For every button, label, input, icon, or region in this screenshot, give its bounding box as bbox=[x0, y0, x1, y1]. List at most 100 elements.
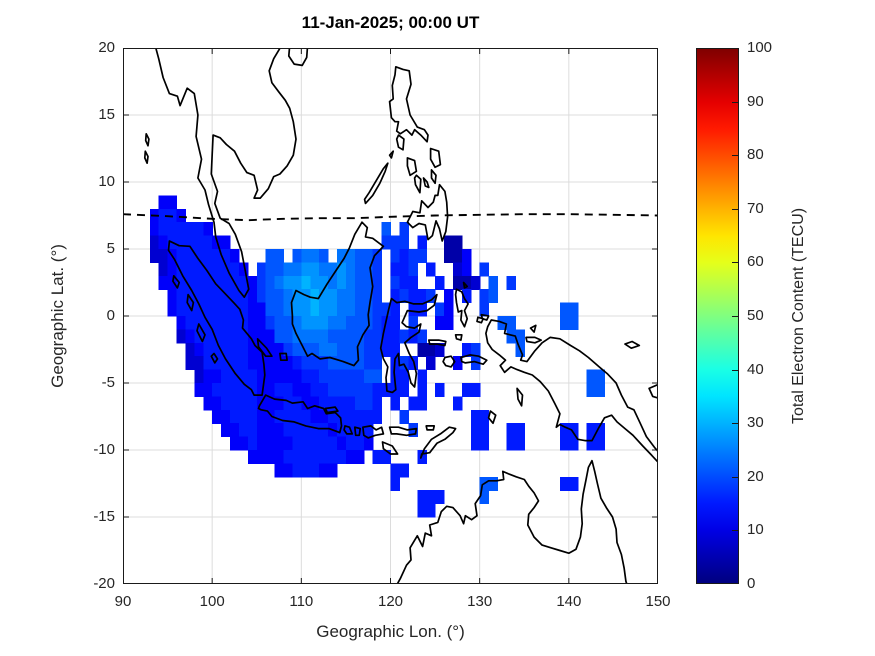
tec-cell bbox=[310, 316, 320, 330]
coastline-buru bbox=[442, 355, 456, 368]
tec-cell bbox=[194, 302, 204, 317]
tec-cell bbox=[595, 423, 606, 438]
tec-cell bbox=[310, 396, 320, 411]
x-tick-label: 120 bbox=[377, 593, 404, 610]
coastline-misool bbox=[476, 316, 485, 324]
tec-cell bbox=[283, 302, 294, 317]
y-tick-label: 5 bbox=[106, 240, 115, 257]
tec-cell bbox=[568, 423, 579, 438]
colorbar-tick-label: 70 bbox=[747, 199, 764, 217]
tec-cell bbox=[328, 450, 338, 464]
tec-cell bbox=[345, 450, 356, 464]
tec-cell bbox=[167, 195, 178, 210]
tec-cell bbox=[283, 423, 294, 438]
colorbar-tick-mark bbox=[732, 423, 738, 425]
coastline-alor-wetar bbox=[425, 425, 436, 431]
tec-cell bbox=[212, 383, 222, 397]
tec-cell bbox=[274, 275, 285, 290]
tec-cell bbox=[292, 262, 302, 277]
tec-cell bbox=[488, 275, 499, 290]
tec-cell bbox=[292, 275, 302, 290]
tec-cell bbox=[399, 249, 409, 263]
x-tick-label: 130 bbox=[467, 593, 493, 610]
tec-cell bbox=[176, 329, 187, 344]
tec-cell bbox=[238, 342, 249, 357]
tec-cell bbox=[194, 342, 204, 357]
axes-box bbox=[123, 48, 658, 584]
tec-cell bbox=[337, 423, 347, 438]
tec-cell bbox=[417, 396, 427, 411]
tec-cell bbox=[247, 275, 258, 290]
tec-cell bbox=[408, 289, 418, 304]
tec-cell bbox=[479, 409, 490, 424]
tec-cell bbox=[319, 383, 329, 397]
coastline-samar bbox=[429, 147, 442, 169]
tec-cell bbox=[167, 262, 178, 277]
tec-cell bbox=[345, 249, 356, 263]
coastline-new-britain-west bbox=[648, 383, 658, 399]
tec-cell bbox=[194, 222, 204, 237]
tec-cell bbox=[247, 369, 258, 384]
tec-cell bbox=[372, 329, 383, 344]
tec-cell bbox=[310, 342, 320, 357]
tec-cell bbox=[408, 275, 418, 290]
tec-cell bbox=[194, 275, 204, 290]
colorbar-tick-label: 40 bbox=[747, 360, 764, 378]
tec-cell bbox=[203, 289, 213, 304]
tec-cell bbox=[426, 490, 436, 505]
tec-cell bbox=[176, 302, 187, 317]
tec-cell bbox=[238, 409, 249, 424]
tec-cell bbox=[230, 262, 240, 277]
tec-cell bbox=[238, 302, 249, 317]
tec-cell bbox=[435, 316, 445, 330]
tec-cell bbox=[292, 409, 302, 424]
tec-cell bbox=[506, 423, 516, 438]
tec-cell bbox=[568, 436, 579, 451]
tec-cell bbox=[238, 356, 249, 371]
colorbar-tick-label: 50 bbox=[747, 307, 764, 324]
coastline-sumba bbox=[381, 441, 399, 455]
tec-cell bbox=[595, 383, 606, 397]
tec-cell bbox=[212, 316, 222, 330]
tec-cell bbox=[176, 235, 187, 250]
tec-cell bbox=[283, 316, 294, 330]
tec-cell bbox=[167, 275, 178, 290]
tec-cell bbox=[559, 302, 570, 317]
tec-cell bbox=[372, 369, 383, 384]
tec-cell bbox=[372, 342, 383, 357]
tec-cell bbox=[265, 275, 276, 290]
coastline-timor bbox=[419, 426, 457, 459]
tec-cell bbox=[470, 409, 481, 424]
tec-cell bbox=[390, 316, 401, 330]
tec-cell bbox=[337, 450, 347, 464]
tec-cell bbox=[292, 302, 302, 317]
tec-cell bbox=[283, 356, 294, 371]
coastline-bali bbox=[343, 425, 354, 435]
tec-cell bbox=[301, 409, 311, 424]
tec-cell bbox=[381, 302, 392, 317]
tec-cell bbox=[283, 275, 294, 290]
tec-cell bbox=[417, 503, 427, 518]
coastline-andaman-north bbox=[144, 132, 150, 147]
tec-cell bbox=[381, 450, 392, 464]
tec-cell bbox=[203, 249, 213, 263]
tec-cell bbox=[185, 342, 195, 357]
colorbar-tick-label: 80 bbox=[747, 146, 764, 164]
tec-cell bbox=[185, 356, 195, 371]
tec-cell bbox=[238, 383, 249, 397]
tec-cell bbox=[149, 222, 160, 237]
tec-cell bbox=[194, 249, 204, 263]
tec-cell bbox=[568, 302, 579, 317]
tec-cell bbox=[417, 490, 427, 505]
tec-cell bbox=[337, 275, 347, 290]
tec-cell bbox=[256, 450, 267, 464]
tec-cell bbox=[185, 329, 195, 344]
tec-cell bbox=[167, 222, 178, 237]
tec-cell bbox=[390, 235, 401, 250]
tec-cell bbox=[354, 409, 365, 424]
tec-cell bbox=[417, 369, 427, 384]
coastline-sula bbox=[427, 339, 447, 347]
tec-cell bbox=[568, 316, 579, 330]
tec-cell bbox=[559, 436, 570, 451]
coastline-cebu-bohol bbox=[422, 177, 430, 189]
